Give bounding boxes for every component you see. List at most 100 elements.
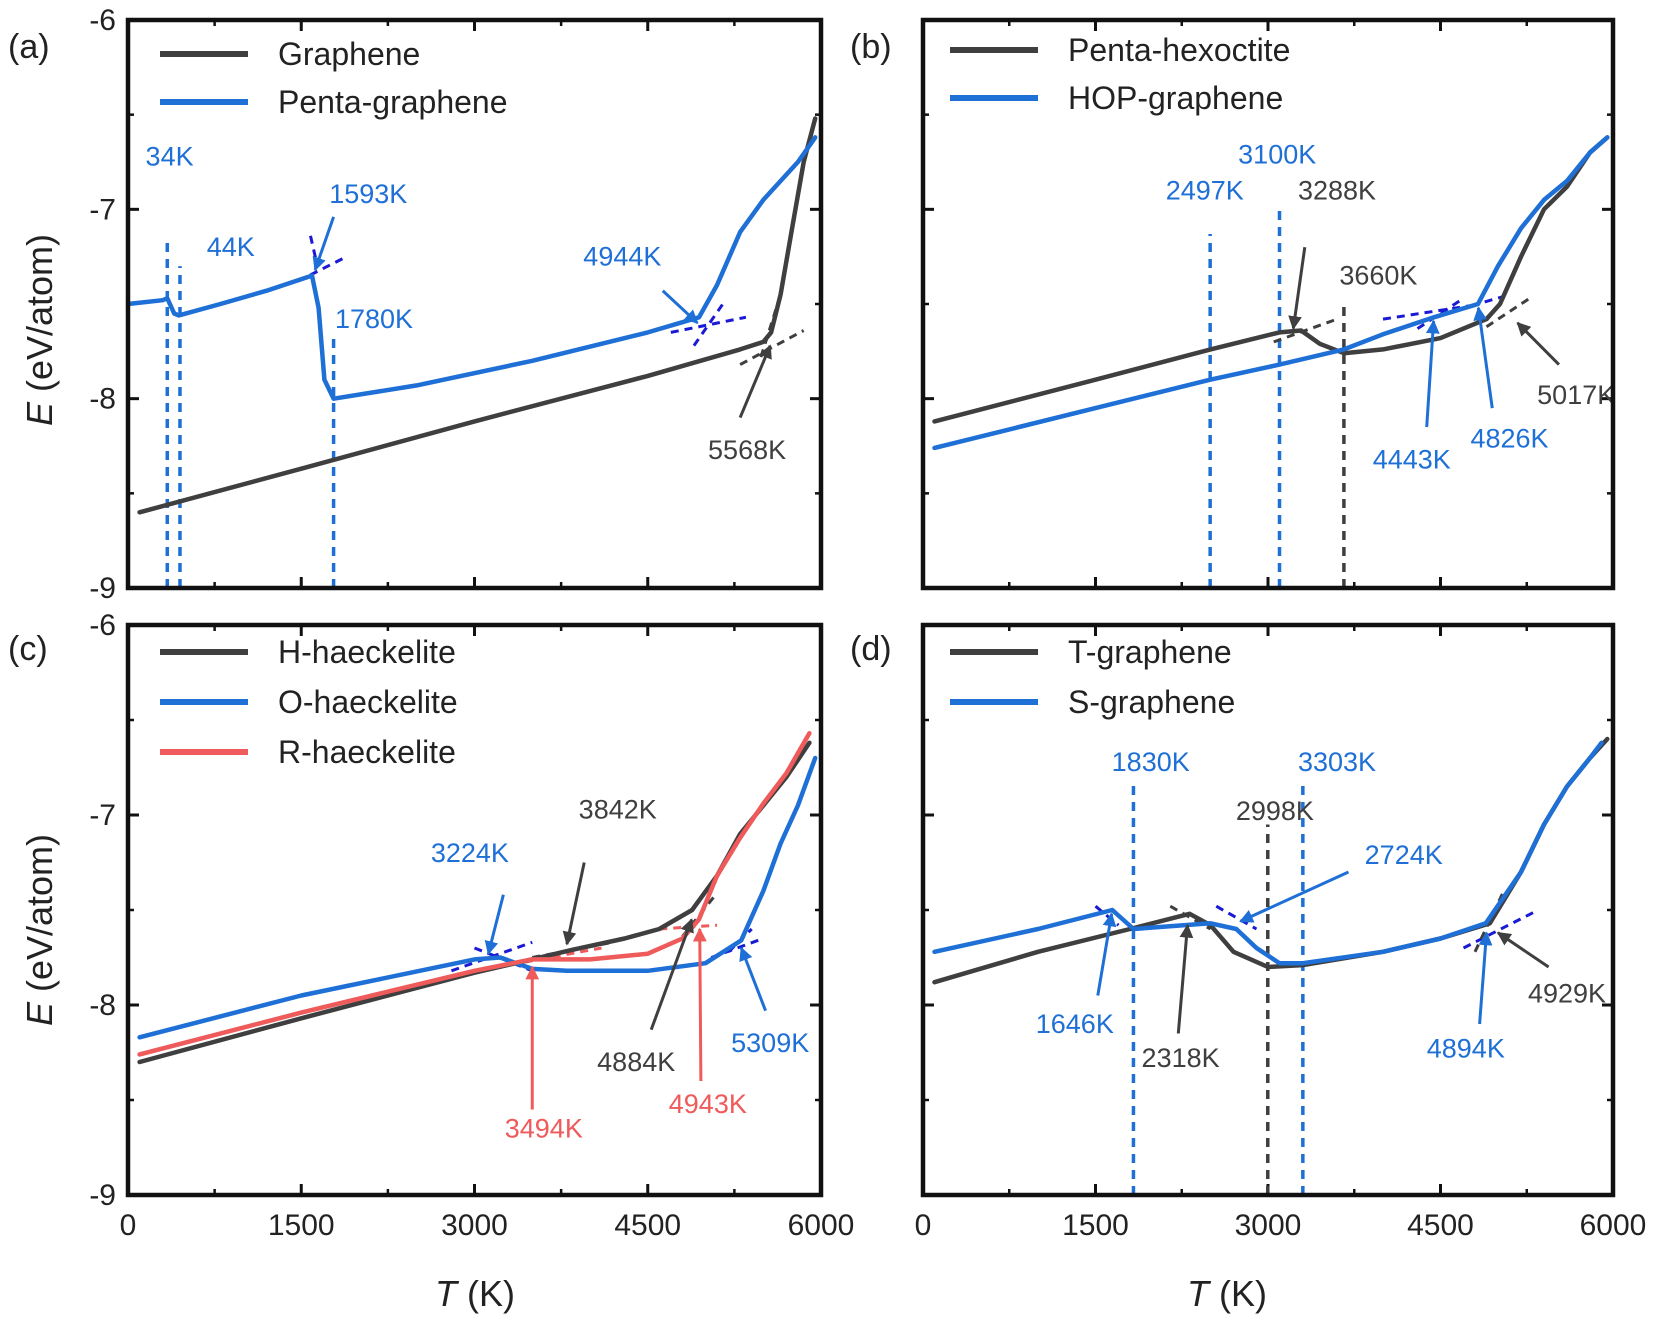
x-tick-label: 4500 bbox=[614, 1209, 681, 1242]
legend-label: H-haeckelite bbox=[278, 634, 456, 670]
y-tick-label: -9 bbox=[89, 1179, 116, 1212]
x-tick-label: 6000 bbox=[788, 1209, 855, 1242]
y-tick-label: -7 bbox=[89, 799, 116, 832]
annotation-label: 3100K bbox=[1238, 139, 1316, 169]
annotation-label: 5309K bbox=[731, 1028, 809, 1058]
annotation-label: 2318K bbox=[1142, 1043, 1220, 1073]
legend-label: HOP-graphene bbox=[1068, 80, 1283, 116]
x-tick-label: 3000 bbox=[441, 1209, 508, 1242]
tangent-segment bbox=[1215, 904, 1258, 931]
legend-label: O-haeckelite bbox=[278, 684, 458, 720]
plot-frame bbox=[920, 17, 1616, 591]
annotation-label: 1780K bbox=[335, 304, 413, 334]
annotation-label: 2497K bbox=[1166, 175, 1244, 205]
x-tick-label: 3000 bbox=[1235, 1209, 1302, 1242]
annotation-label: 4894K bbox=[1427, 1034, 1505, 1064]
x-axis-label-right: T (K) bbox=[1187, 1273, 1267, 1314]
tangent-segment bbox=[692, 303, 725, 347]
annotation-label: 4884K bbox=[597, 1047, 675, 1077]
y-tick-label: -8 bbox=[89, 989, 116, 1022]
annotation-arrow bbox=[1288, 246, 1307, 330]
annotation-label: 3303K bbox=[1298, 747, 1376, 777]
panel-tag: (d) bbox=[850, 630, 892, 668]
annotation-label: 3660K bbox=[1339, 261, 1417, 291]
annotation-label: 4929K bbox=[1528, 979, 1606, 1009]
annotation-label: 4944K bbox=[583, 242, 661, 272]
annotation-arrow bbox=[562, 862, 586, 946]
annotation-label: 4943K bbox=[669, 1089, 747, 1119]
legend-label: T-graphene bbox=[1068, 634, 1232, 670]
panel-tag: (a) bbox=[8, 28, 50, 66]
y-tick-label: -8 bbox=[89, 383, 116, 416]
tangent-segment bbox=[309, 235, 319, 267]
annotation-label: 1830K bbox=[1112, 747, 1190, 777]
tangent-segment bbox=[670, 315, 747, 334]
annotation-arrow bbox=[1176, 923, 1194, 1034]
panel-b: (b) 2497K 3100K 3288K 3660K 5017K 4443K 4826K Pe… bbox=[850, 17, 1616, 591]
series-line-hop-graphene bbox=[932, 135, 1610, 451]
plot-frame bbox=[920, 622, 1616, 1198]
x-tick-label: 1500 bbox=[1062, 1209, 1129, 1242]
tangent-segment bbox=[1382, 304, 1470, 321]
annotation-arrow bbox=[1473, 306, 1494, 409]
annotation-label: 4443K bbox=[1373, 444, 1451, 474]
y-tick-label: -6 bbox=[89, 4, 116, 37]
tangent-segment bbox=[710, 937, 764, 959]
panel-tag: (c) bbox=[8, 630, 48, 668]
series-line-t-graphene bbox=[932, 736, 1610, 985]
y-tick-label: -6 bbox=[89, 609, 116, 642]
x-tick-label: 0 bbox=[120, 1209, 137, 1242]
annotation-arrow bbox=[692, 927, 707, 1082]
annotation-label: 4826K bbox=[1470, 423, 1548, 453]
annotation-arrow bbox=[1239, 870, 1350, 923]
legend-label: Penta-hexoctite bbox=[1068, 32, 1290, 68]
panel-c: (c) -6 -7 -8 -90 1500 3000 4500 6000 3224K 3842K 34… bbox=[8, 609, 854, 1242]
annotation-label: 34K bbox=[146, 141, 194, 171]
tangent-segment bbox=[1169, 904, 1212, 931]
legend-label: R-haeckelite bbox=[278, 734, 456, 770]
tangent-segment bbox=[1416, 297, 1465, 330]
panel-tag: (b) bbox=[850, 28, 892, 66]
annotation-arrow bbox=[661, 289, 699, 325]
annotation-arrow bbox=[1496, 931, 1550, 969]
tangent-segment bbox=[297, 257, 344, 283]
tangent-segment bbox=[1485, 295, 1534, 328]
annotation-label: 3288K bbox=[1298, 175, 1376, 205]
annotation-label: 1593K bbox=[329, 179, 407, 209]
series-line-r-haeckelite bbox=[137, 731, 812, 1057]
annotation-arrow bbox=[1478, 931, 1493, 1025]
legend-label: Graphene bbox=[278, 36, 420, 72]
tangent-segment bbox=[1273, 317, 1338, 344]
annotation-arrow bbox=[312, 216, 336, 272]
tangent-segment bbox=[681, 891, 719, 938]
legend-label: S-graphene bbox=[1068, 684, 1235, 720]
series-line-penta-graphene bbox=[125, 135, 818, 401]
x-tick-label: 6000 bbox=[1580, 1209, 1647, 1242]
annotation-label: 5017K bbox=[1537, 380, 1615, 410]
x-axis-label-left: T (K) bbox=[435, 1273, 515, 1314]
plot-frame bbox=[125, 17, 824, 591]
series-line-graphene bbox=[137, 116, 818, 515]
annotation-arrow bbox=[1425, 319, 1440, 428]
annotation-label: 5568K bbox=[708, 435, 786, 465]
annotation-label: 3494K bbox=[505, 1114, 583, 1144]
annotation-arrow bbox=[649, 918, 694, 1031]
annotation-label: 44K bbox=[207, 232, 255, 262]
series-line-s-graphene bbox=[932, 740, 1604, 966]
annotation-label: 3842K bbox=[579, 794, 657, 824]
x-tick-label: 1500 bbox=[268, 1209, 335, 1242]
series-line-penta-hexoctite bbox=[932, 135, 1610, 424]
x-tick-label: 4500 bbox=[1407, 1209, 1474, 1242]
y-axis-label-top: E (eV/atom) bbox=[19, 234, 60, 426]
panel-a: (a) -6 -7 -8 -9 34K 44K 1593K 1780K 4944K 5568K Gra… bbox=[8, 4, 824, 605]
annotation-arrow bbox=[1096, 912, 1117, 996]
y-tick-label: -9 bbox=[89, 572, 116, 605]
annotation-arrow bbox=[738, 344, 772, 419]
annotation-arrow bbox=[1516, 321, 1561, 366]
annotation-label: 1646K bbox=[1036, 1009, 1114, 1039]
annotation-arrow bbox=[484, 894, 505, 956]
annotation-arrow bbox=[739, 946, 767, 1012]
y-tick-label: -7 bbox=[89, 193, 116, 226]
plot-frame bbox=[125, 622, 824, 1198]
